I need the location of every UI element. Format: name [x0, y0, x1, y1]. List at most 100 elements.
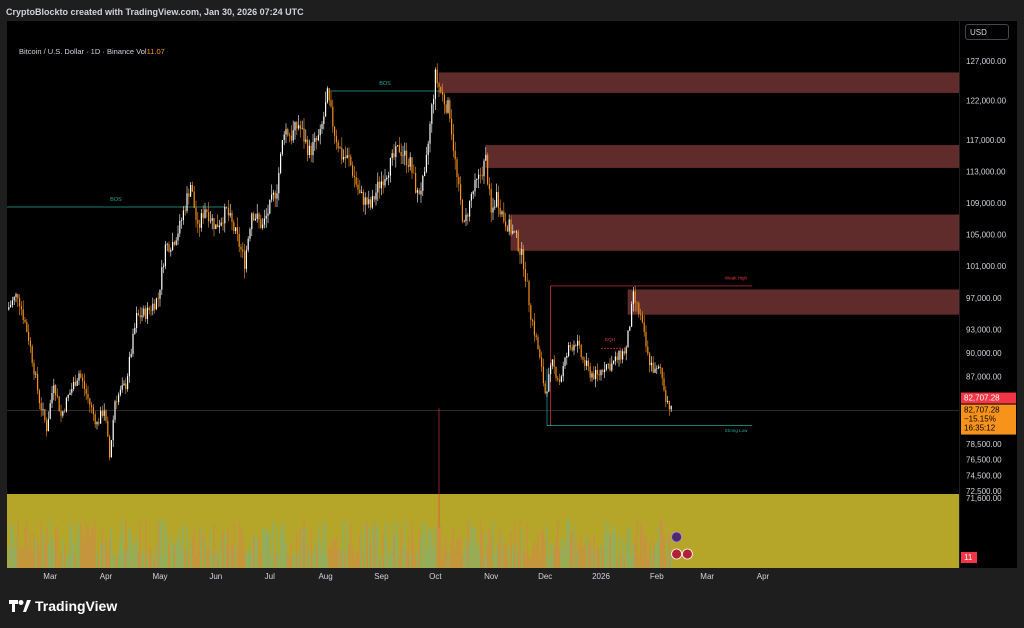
- candle-body-181: [332, 106, 334, 127]
- volume-bar-243: [443, 546, 445, 568]
- candle-body-143: [263, 218, 265, 225]
- volume-bar-323: [587, 538, 589, 568]
- candle-body-199: [364, 197, 366, 205]
- volume-bar-307: [559, 548, 561, 568]
- volume-bar-36: [71, 520, 73, 568]
- price-chart[interactable]: BOS BOS Weak High EQH Strong Low: [7, 21, 960, 568]
- volume-bar-155: [285, 543, 287, 568]
- range-label-0: Weak High: [725, 276, 747, 281]
- candle-body-209: [382, 181, 384, 186]
- volume-bar-88: [164, 520, 166, 568]
- candle-body-117: [217, 224, 219, 228]
- chart-area[interactable]: BOS BOS Weak High EQH Strong Low Bitcoin / U…: [7, 21, 960, 568]
- time-tick-4: Jul: [265, 572, 275, 581]
- candle-body-191: [350, 156, 352, 166]
- candle-body-99: [184, 210, 186, 212]
- volume-bar-218: [398, 557, 400, 568]
- candle-body-266: [485, 154, 487, 161]
- volume-bar-101: [188, 555, 190, 568]
- volume-bar-318: [578, 543, 580, 568]
- volume-badge-label: 11: [964, 553, 973, 562]
- candle-body-135: [249, 229, 251, 239]
- candle-body-364: [661, 368, 663, 379]
- volume-bar-43: [83, 541, 85, 568]
- volume-bar-287: [523, 550, 525, 568]
- candle-body-7: [19, 298, 21, 307]
- candle-body-296: [539, 349, 541, 358]
- candle-body-348: [632, 291, 634, 305]
- candle-body-185: [339, 147, 341, 149]
- candle-body-15: [33, 362, 35, 375]
- volume-bar-319: [580, 537, 582, 568]
- price-axis[interactable]: 127,000.00 122,000.00 117,000.00 113,000.00…: [960, 21, 1017, 568]
- volume-bar-184: [337, 547, 339, 568]
- candle-body-97: [181, 220, 183, 221]
- volume-bar-190: [348, 544, 350, 568]
- volume-bar-249: [454, 548, 456, 568]
- volume-bar-15: [33, 532, 35, 568]
- candle-body-145: [267, 213, 269, 216]
- volume-bar-112: [208, 548, 210, 568]
- volume-bar-76: [143, 548, 145, 568]
- volume-bar-136: [251, 550, 253, 568]
- candle-body-200: [366, 197, 368, 205]
- candle-body-292: [532, 319, 534, 322]
- candle-body-107: [199, 223, 201, 228]
- candle-body-345: [627, 330, 629, 348]
- volume-bar-204: [373, 523, 375, 568]
- volume-bar-366: [665, 555, 667, 568]
- volume-bar-275: [501, 534, 503, 568]
- volume-bar-153: [281, 533, 283, 568]
- volume-bar-137: [253, 534, 255, 568]
- candle-body-37: [73, 381, 75, 390]
- candle-body-215: [393, 153, 395, 158]
- candle-body-254: [463, 220, 465, 222]
- time-axis[interactable]: Mar Apr May Jun Jul Aug Sep Oct Nov Dec 2026 Feb Mar…: [0, 566, 1024, 586]
- volume-bar-120: [222, 530, 224, 568]
- volume-bar-289: [526, 524, 528, 568]
- volume-bar-207: [379, 557, 381, 568]
- tradingview-brand: TradingView: [35, 598, 118, 614]
- candle-body-250: [456, 159, 458, 177]
- volume-bar-118: [218, 553, 220, 568]
- volume-bar-187: [343, 518, 345, 568]
- price-tick-7: 97,000.00: [966, 294, 1002, 303]
- volume-bar-283: [515, 550, 517, 568]
- volume-bar-20: [42, 532, 44, 568]
- volume-bar-320: [582, 547, 584, 568]
- candle-body-219: [400, 151, 402, 156]
- currency-selector[interactable]: USD: [965, 24, 1009, 40]
- candle-body-228: [416, 190, 418, 193]
- volume-bar-284: [517, 550, 519, 568]
- candle-body-256: [467, 214, 469, 217]
- candle-body-341: [620, 350, 622, 360]
- candle-body-338: [614, 356, 616, 362]
- candle-body-40: [78, 373, 80, 381]
- volume-bar-11: [26, 520, 28, 568]
- candle-body-169: [310, 145, 312, 156]
- volume-bar-353: [641, 528, 643, 568]
- candle-body-193: [353, 175, 355, 178]
- volume-bar-359: [652, 539, 654, 568]
- candle-body-323: [587, 360, 589, 367]
- volume-bar-321: [584, 544, 586, 568]
- candle-body-290: [528, 281, 530, 306]
- candle-body-186: [341, 147, 343, 160]
- price-tick-5: 105,000.00: [966, 231, 1007, 240]
- time-tick-10: 2026: [592, 572, 610, 581]
- candle-body-214: [391, 153, 393, 159]
- volume-bar-61: [116, 556, 118, 568]
- candle-body-198: [362, 191, 364, 205]
- volume-bar-170: [312, 552, 314, 568]
- volume-bar-106: [197, 548, 199, 568]
- candle-body-243: [443, 94, 445, 105]
- candle-body-148: [272, 192, 274, 195]
- candle-body-94: [175, 240, 177, 245]
- candle-body-176: [323, 116, 325, 125]
- volume-bar-117: [217, 557, 219, 568]
- volume-bar-180: [330, 545, 332, 568]
- volume-bar-93: [173, 544, 175, 568]
- candle-body-17: [37, 373, 39, 391]
- volume-bar-1: [8, 548, 10, 568]
